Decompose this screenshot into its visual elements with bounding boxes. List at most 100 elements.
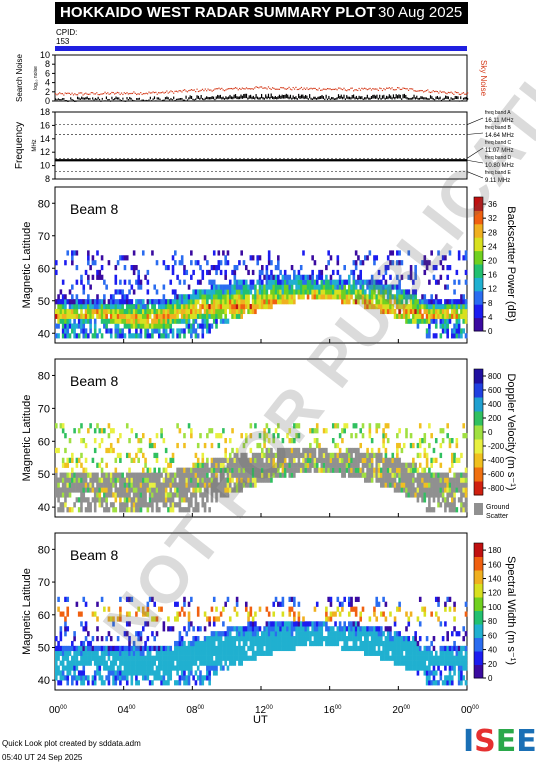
heatmap-cell	[423, 308, 427, 315]
heatmap-cell	[233, 462, 237, 468]
heatmap-cell	[345, 457, 349, 463]
heatmap-cell	[368, 472, 372, 478]
heatmap-cell	[439, 318, 443, 324]
heatmap-cell	[206, 318, 209, 324]
heatmap-cell	[293, 294, 296, 300]
heatmap-cell	[228, 294, 232, 300]
heatmap-cell	[393, 284, 397, 290]
heatmap-cell	[93, 675, 97, 681]
colorbar-tick-label: 36	[488, 200, 497, 209]
heatmap-cell	[325, 626, 328, 632]
heatmap-cell	[331, 269, 335, 276]
heatmap-cell	[380, 284, 383, 290]
heatmap-cell	[109, 492, 113, 498]
heatmap-cell	[439, 645, 443, 652]
heatmap-cell	[80, 462, 83, 468]
heatmap-cell	[295, 636, 298, 642]
heatmap-cell	[112, 482, 115, 488]
heatmap-cell	[272, 299, 276, 305]
heatmap-cell	[309, 631, 312, 637]
heatmap-cell	[212, 313, 216, 319]
noise-point-search	[83, 97, 86, 100]
heatmap-cell	[185, 660, 189, 666]
heatmap-cell	[75, 497, 79, 503]
heatmap-cell	[334, 279, 337, 285]
heatmap-cell	[446, 472, 449, 478]
heatmap-cell	[391, 284, 395, 290]
heatmap-cell	[109, 447, 113, 454]
noise-point-sky	[225, 89, 227, 91]
heatmap-cell	[345, 447, 349, 454]
heatmap-cell	[146, 279, 150, 285]
heatmap-cell	[462, 294, 466, 300]
heatmap-cell	[226, 260, 230, 266]
heatmap-cell	[196, 675, 200, 681]
heatmap-cell	[153, 304, 157, 310]
heatmap-cell	[219, 645, 223, 652]
heatmap-cell	[217, 616, 221, 622]
heatmap-cell	[320, 294, 324, 300]
colorbar-segment	[474, 277, 483, 292]
heatmap-cell	[428, 318, 431, 324]
noise-point-search	[190, 95, 193, 99]
heatmap-cell	[421, 660, 424, 666]
heatmap-cell	[125, 502, 129, 508]
heatmap-cell	[313, 438, 317, 444]
heatmap-cell	[400, 645, 404, 652]
heatmap-cell	[402, 655, 406, 661]
heatmap-cell	[309, 452, 312, 459]
heatmap-cell	[306, 274, 310, 280]
heatmap-cell	[73, 675, 76, 681]
heatmap-cell	[338, 631, 342, 637]
heatmap-cell	[320, 284, 324, 290]
noise-point-search	[92, 97, 94, 100]
heatmap-cell	[460, 482, 463, 488]
heatmap-cell	[425, 492, 429, 498]
heatmap-cell	[183, 294, 186, 300]
heatmap-cell	[293, 621, 296, 627]
heatmap-cell	[231, 645, 234, 652]
heatmap-cell	[73, 308, 76, 315]
heatmap-cell	[114, 492, 118, 498]
heatmap-cell	[125, 299, 129, 305]
heatmap-cell	[244, 601, 248, 607]
heatmap-cell	[176, 308, 179, 315]
noise-point-search	[413, 94, 415, 99]
heatmap-cell	[68, 304, 72, 310]
heatmap-cell	[123, 675, 127, 681]
heatmap-cell	[283, 289, 287, 295]
heatmap-cell	[347, 596, 351, 602]
heatmap-cell	[409, 294, 413, 300]
heatmap-cell	[361, 640, 365, 647]
heatmap-cell	[423, 477, 427, 483]
heatmap-cell	[77, 497, 81, 503]
heatmap-cell	[178, 502, 182, 508]
heatmap-cell	[446, 265, 449, 271]
heatmap-cell	[116, 492, 120, 498]
heatmap-cell	[414, 289, 417, 295]
heatmap-cell	[258, 650, 262, 656]
heatmap-cell	[354, 289, 358, 295]
heatmap-cell	[460, 650, 463, 656]
heatmap-cell	[212, 477, 216, 483]
heatmap-cell	[293, 299, 296, 305]
heatmap-cell	[231, 284, 234, 290]
heatmap-cell	[359, 472, 363, 478]
heatmap-cell	[327, 596, 330, 602]
heatmap-cell	[80, 670, 83, 676]
heatmap-cell	[100, 265, 104, 271]
noise-point-sky	[273, 87, 275, 90]
noise-ytick-label: 2	[45, 87, 50, 97]
heatmap-cell	[327, 640, 330, 647]
heatmap-cell	[453, 452, 456, 459]
heatmap-cell	[425, 328, 429, 334]
heatmap-cell	[169, 655, 173, 661]
heatmap-cell	[119, 660, 122, 666]
heatmap-cell	[228, 462, 232, 468]
heatmap-cell	[98, 462, 102, 468]
heatmap-cell	[277, 274, 280, 280]
heatmap-cell	[80, 274, 83, 280]
heatmap-cell	[93, 487, 97, 493]
heatmap-cell	[208, 467, 211, 473]
heatmap-cell	[380, 457, 383, 463]
